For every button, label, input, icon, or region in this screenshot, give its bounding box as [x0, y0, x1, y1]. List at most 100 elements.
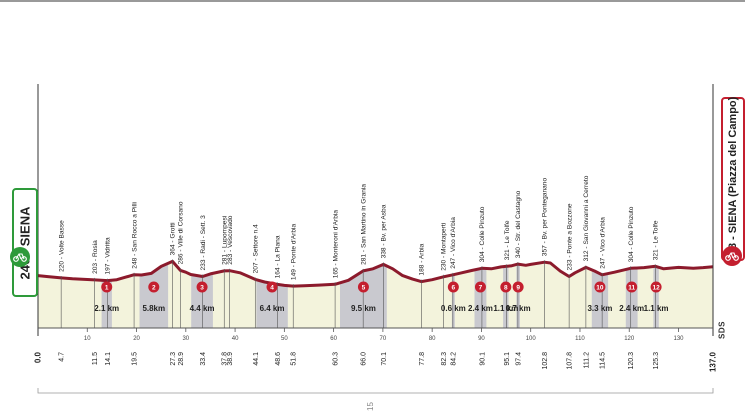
sds-logo: SDS — [712, 320, 732, 340]
sector-3-marker — [196, 281, 208, 293]
km-mark: 102.8 — [542, 352, 549, 370]
sector-12-length: 1.1 km — [644, 304, 669, 313]
x-tick-label: 60 — [330, 336, 337, 342]
sector-6-length: 0.6 km — [441, 304, 466, 313]
x-tick-label: 40 — [232, 336, 239, 342]
sector-8-marker — [500, 281, 512, 293]
x-tick-label: 20 — [133, 336, 140, 342]
total-length-label: 15 — [365, 402, 375, 411]
x-tick-label: 80 — [429, 336, 436, 342]
waypoint-label: 321 - Le Tolfe — [653, 220, 660, 260]
km-mark: 33.4 — [200, 352, 207, 366]
km-mark: 90.1 — [479, 352, 486, 366]
sector-7-number: 7 — [479, 285, 483, 292]
km-mark: 70.1 — [381, 352, 388, 366]
km-mark: 125.3 — [653, 352, 660, 370]
sector-12-marker — [650, 281, 662, 293]
sector-5-number: 5 — [362, 285, 366, 292]
km-mark: 111.2 — [583, 352, 590, 369]
waypoint-label: 286 - Ville di Corsano — [178, 201, 185, 264]
km-mark: 4.7 — [59, 352, 66, 362]
km-mark: 95.1 — [504, 352, 511, 366]
km-mark: 97.4 — [515, 352, 522, 366]
waypoint-label: 188 - Arbia — [419, 243, 426, 275]
km-mark: 48.6 — [275, 352, 282, 366]
sector-2-marker — [148, 281, 160, 293]
sector-12-number: 12 — [652, 285, 660, 292]
km-mark: 51.8 — [291, 352, 298, 366]
waypoint-label: 340 - Str. del Castagno — [515, 190, 522, 258]
km-mark: 120.3 — [628, 352, 635, 370]
sector-9-marker — [512, 281, 524, 293]
km-mark: 84.2 — [450, 352, 457, 366]
x-tick-label: 90 — [478, 336, 485, 342]
sector-11-length: 2.4 km — [619, 304, 644, 313]
km-mark: 37.8 — [222, 352, 229, 366]
waypoint-label: 207 - Settore n.4 — [253, 224, 260, 273]
x-tick-label: 50 — [281, 336, 288, 342]
sector-7-area — [474, 268, 487, 328]
x-tick-label: 10 — [84, 336, 91, 342]
finish-bike-icon — [722, 246, 742, 266]
waypoint-label: 338 - Bv. per Asba — [381, 204, 388, 258]
sector-4-marker — [266, 281, 278, 293]
waypoint-label: 304 - Colle Pinzuto — [628, 206, 635, 262]
sector-11-marker — [626, 281, 638, 293]
sector-4-area — [256, 279, 288, 328]
sector-1-number: 1 — [105, 285, 109, 292]
sector-10-marker — [594, 281, 606, 293]
waypoint-label: 281 - Lupompesi — [221, 215, 228, 265]
sector-9-length: 0.7 km — [506, 304, 531, 313]
waypoint-label: 304 - Colle Pinzuto — [479, 206, 486, 262]
km-mark: 27.3 — [170, 352, 177, 366]
waypoint-label: 165 - Monteroni d'Arbia — [332, 210, 339, 279]
waypoint-label: 283 - Vescovado — [227, 215, 234, 264]
km-mark: 44.1 — [253, 352, 260, 366]
sector-8-length: 1.1 km — [493, 304, 518, 313]
km-mark: 66.0 — [361, 352, 368, 366]
waypoint-label: 364 - Grotti — [170, 222, 177, 256]
sector-8-number: 8 — [504, 285, 508, 292]
sector-11-number: 11 — [628, 285, 635, 292]
waypoint-label: 247 - Vico d'Arbia — [450, 217, 457, 269]
sector-1-length: 2.1 km — [94, 304, 119, 313]
waypoint-label: 164 - La Piana — [275, 235, 282, 278]
waypoint-label: 247 - Vico d'Arbia — [599, 217, 606, 269]
km-mark: 107.8 — [567, 352, 574, 370]
sector-3-length: 4.4 km — [190, 304, 215, 313]
km-mark: 114.5 — [600, 352, 607, 369]
waypoint-label: 230 - Montaperti — [441, 222, 448, 271]
sector-9-number: 9 — [516, 285, 520, 292]
sector-7-length: 2.4 km — [468, 304, 493, 313]
sector-11-area — [625, 267, 638, 328]
waypoint-label: 248 - San Rocco a Pilli — [131, 201, 138, 268]
waypoint-label: 197 - Vidritta — [105, 237, 112, 275]
km-mark: 11.5 — [92, 352, 99, 365]
sector-2-number: 2 — [152, 285, 156, 292]
x-tick-label: 70 — [380, 336, 387, 342]
km-mark: 19.5 — [132, 352, 139, 366]
km-mark: 28.9 — [178, 352, 185, 366]
sector-4-length: 6.4 km — [260, 304, 285, 313]
sector-10-number: 10 — [596, 285, 604, 292]
start-badge: 240 - SIENA — [12, 188, 38, 297]
sector-7-marker — [474, 281, 486, 293]
x-tick-label: 110 — [575, 336, 585, 342]
sector-5-marker — [357, 281, 369, 293]
sector-1-area — [101, 280, 112, 328]
sds-logo-text: SDS — [717, 321, 727, 339]
km-mark: 0.0 — [34, 351, 43, 363]
waypoint-label: 233 - Ponte a Bozzone — [566, 203, 573, 270]
sector-2-area — [139, 263, 169, 328]
km-mark: 60.3 — [333, 352, 340, 366]
start-label: 240 - SIENA — [17, 206, 33, 279]
km-mark: 82.3 — [441, 352, 448, 366]
waypoint-label: 281 - San Martino in Grania — [360, 184, 367, 265]
sector-3-number: 3 — [200, 285, 204, 292]
finish-label: 318 - SIENA (Piazza del Campo) — [727, 96, 739, 262]
x-tick-label: 30 — [182, 336, 189, 342]
x-tick-label: 100 — [526, 336, 537, 342]
sector-2-length: 5.8km — [142, 304, 165, 313]
sector-10-length: 3.3 km — [587, 304, 612, 313]
